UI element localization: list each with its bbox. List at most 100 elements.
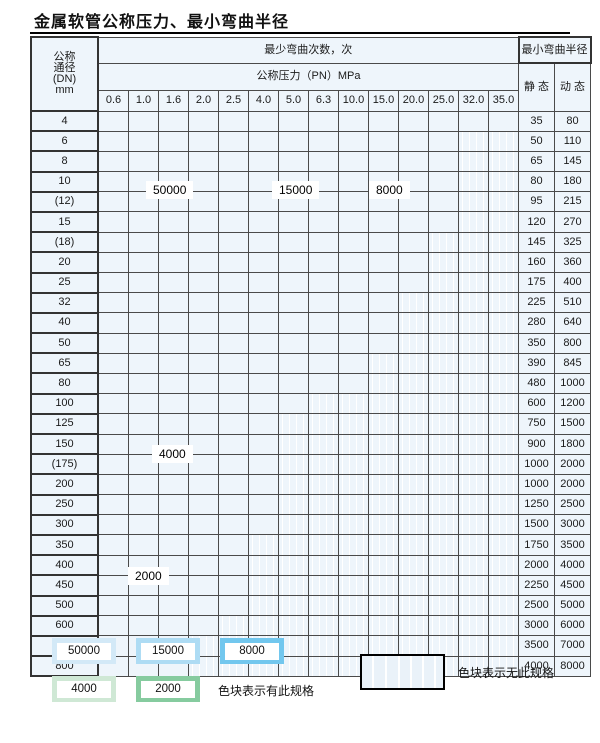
matrix-cell [488,473,519,496]
matrix-cell [458,191,489,213]
matrix-cell [97,514,129,536]
matrix-cell [308,453,339,475]
static-radius-cell: 120 [518,211,555,233]
matrix-cell [278,594,309,617]
matrix-cell [338,554,369,576]
matrix-cell [278,312,309,334]
matrix-cell [398,635,429,657]
matrix-cell [308,251,339,274]
matrix-cell [488,352,519,374]
static-radius-cell: 145 [518,231,555,253]
matrix-cell [188,292,219,314]
matrix-cell [308,130,339,152]
static-radius-cell: 95 [518,191,555,213]
table-row: 450 2250 4500 [30,574,591,597]
matrix-cell [308,372,339,395]
legend-no-spec-swatch [360,654,445,690]
matrix-cell [97,130,129,152]
static-radius-cell: 1000 [518,453,555,475]
matrix-cell [97,534,129,556]
legend-has-spec-text: 色块表示有此规格 [218,684,315,698]
matrix-cell [428,393,459,415]
matrix-cell [97,171,129,193]
matrix-cell [128,332,159,354]
matrix-cell [458,211,489,233]
matrix-cell [308,150,339,173]
table-row: 500 2500 5000 [30,594,591,617]
dn-header-line-2: 通径 [53,62,76,74]
matrix-cell [398,554,429,576]
matrix-cell [428,453,459,475]
matrix-cell [128,393,159,415]
matrix-cell [97,393,129,415]
legend-swatch-4000-label: 4000 [57,680,111,698]
matrix-cell [458,292,489,314]
static-radius-cell: 3000 [518,615,555,637]
matrix-cell [398,231,429,253]
matrix-cell [458,372,489,395]
dn-header-line-4: mm [55,84,74,96]
matrix-cell [368,150,399,173]
matrix-cell [458,574,489,597]
static-radius-cell: 280 [518,312,555,334]
matrix-cell [398,453,429,475]
matrix-cell [128,352,159,374]
matrix-cell [188,150,219,173]
matrix-cell [398,514,429,536]
matrix-cell [278,655,309,677]
dn-cell: 150 [30,432,99,456]
matrix-cell [398,372,429,395]
legend-swatch-15000: 15000 [136,638,200,664]
matrix-cell [218,110,249,132]
matrix-cell [308,615,339,637]
matrix-cell [188,332,219,354]
matrix-cell [128,130,159,152]
matrix-cell [458,534,489,556]
pressure-group-header: 公称压力（PN）MPa [97,62,519,91]
callout-15000: 15000 [272,181,320,199]
matrix-cell [97,554,129,576]
matrix-cell [218,554,249,576]
matrix-cell [488,413,519,435]
dn-cell: 32 [30,291,99,314]
matrix-cell [458,413,489,435]
matrix-cell [488,594,519,617]
matrix-cell [218,251,249,274]
matrix-cell [308,594,339,617]
matrix-cell [97,594,129,617]
dn-cell: 125 [30,412,99,436]
matrix-cell [398,110,429,132]
dn-header-line-1: 公称 [53,51,76,63]
matrix-cell [488,211,519,233]
matrix-cell [428,271,459,294]
matrix-cell [308,473,339,496]
dn-cell: (12) [30,190,99,213]
matrix-cell [458,332,489,354]
matrix-cell [128,150,159,173]
dn-cell: 450 [30,574,99,597]
matrix-cell [488,554,519,576]
matrix-cell [308,292,339,314]
matrix-cell [248,372,279,395]
matrix-cell [458,110,489,132]
matrix-cell [488,514,519,536]
matrix-cell [398,594,429,617]
dynamic-radius-cell: 1000 [554,372,591,395]
static-radius-cell: 480 [518,372,555,395]
matrix-cell [338,534,369,556]
dn-cell: 250 [30,493,99,516]
matrix-cell [248,433,279,455]
pressure-col-header-25-0: 25.0 [428,89,459,112]
matrix-cell [97,372,129,395]
matrix-cell [428,312,459,334]
matrix-cell [458,433,489,455]
matrix-cell [488,332,519,354]
matrix-cell [278,292,309,314]
table-row: 125 750 1500 [30,412,591,436]
matrix-cell [158,130,189,152]
matrix-cell [128,473,159,496]
matrix-cell [218,130,249,152]
dn-cell: 20 [30,251,99,274]
table-row: 20 160 360 [30,251,591,274]
matrix-cell [158,271,189,294]
